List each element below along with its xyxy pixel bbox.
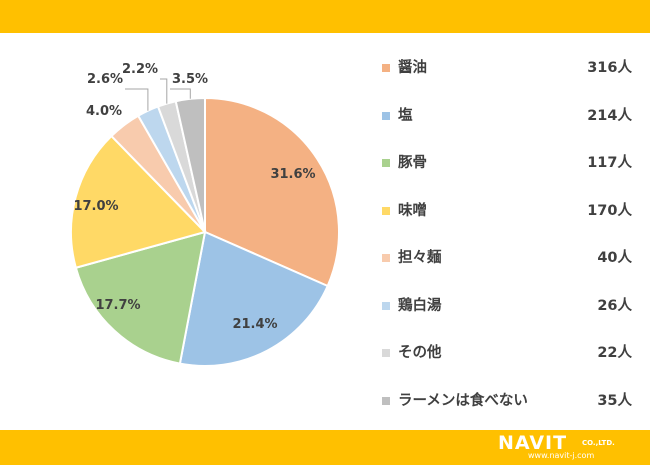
slice-label-5: 2.6% [87, 72, 123, 87]
legend-swatch-7 [382, 396, 390, 405]
pie-slice-7 [174, 96, 206, 233]
slice-label-3: 17.0% [73, 199, 118, 214]
legend-count-1: 214人 [587, 107, 632, 124]
chart-legend: 醤油 316人塩 214人豚骨 117人味噌 170人担々麺 40人鶏白湯 26人その他 22… [382, 54, 632, 434]
header-band [0, 0, 650, 33]
legend-swatch-0 [382, 64, 390, 72]
legend-count-7: 35人 [597, 392, 632, 409]
legend-swatch-5 [382, 301, 390, 310]
navit-logo: NAVIT CO.,LTD. www.navit-j.com [498, 432, 638, 463]
slice-label-0: 31.6% [270, 167, 315, 182]
legend-label-1: 塩 [398, 107, 413, 124]
slice-label-1: 21.4% [232, 317, 277, 332]
pie-chart: 31.6% 21.4% 17.7% 17.0% 4.0% 2.6%2.2% 3.5% [70, 62, 340, 367]
legend-swatch-2 [382, 159, 390, 167]
pie-slice-2 [74, 230, 207, 365]
slice-label-6: 2.2% [122, 62, 158, 77]
footer-band [0, 430, 650, 465]
legend-label-3: 味噌 [398, 202, 427, 219]
legend-label-0: 醤油 [398, 60, 427, 76]
pie-slice-1 [178, 230, 329, 367]
legend-label-2: 豚骨 [398, 155, 427, 171]
legend-count-5: 26人 [597, 297, 632, 314]
leader-line-6 [160, 78, 168, 104]
pie-slice-3 [70, 134, 207, 269]
legend-count-4: 40人 [597, 250, 632, 266]
legend-item-1: 塩 214人 [382, 102, 632, 150]
leader-line-5 [125, 88, 149, 111]
legend-label-4: 担々麺 [398, 250, 442, 266]
legend-label-7: ラーメンは食べない [398, 392, 528, 409]
slice-label-2: 17.7% [95, 298, 140, 313]
logo-suffix: CO.,LTD. [582, 439, 615, 447]
slice-label-4: 4.0% [86, 104, 122, 119]
leader-line-7 [170, 88, 191, 99]
legend-swatch-1 [382, 111, 390, 120]
legend-count-0: 316人 [587, 60, 632, 76]
slice-label-7: 3.5% [172, 72, 208, 87]
legend-item-2: 豚骨 117人 [382, 149, 632, 197]
legend-item-3: 味噌 170人 [382, 197, 632, 245]
legend-item-7: ラーメンは食べない 35人 [382, 387, 632, 435]
legend-item-0: 醤油 316人 [382, 54, 632, 102]
legend-count-3: 170人 [587, 202, 632, 219]
logo-brand: NAVIT [498, 432, 568, 454]
legend-item-6: その他 22人 [382, 339, 632, 387]
legend-count-2: 117人 [587, 155, 632, 171]
legend-swatch-4 [382, 254, 390, 262]
legend-count-6: 22人 [597, 345, 632, 361]
logo-url: www.navit-j.com [528, 451, 595, 460]
legend-item-5: 鶏白湯 26人 [382, 292, 632, 340]
legend-swatch-3 [382, 206, 390, 215]
legend-item-4: 担々麺 40人 [382, 244, 632, 292]
legend-swatch-6 [382, 349, 390, 357]
pie-slice-0 [204, 96, 340, 288]
legend-label-6: その他 [398, 345, 442, 361]
legend-label-5: 鶏白湯 [398, 297, 442, 314]
